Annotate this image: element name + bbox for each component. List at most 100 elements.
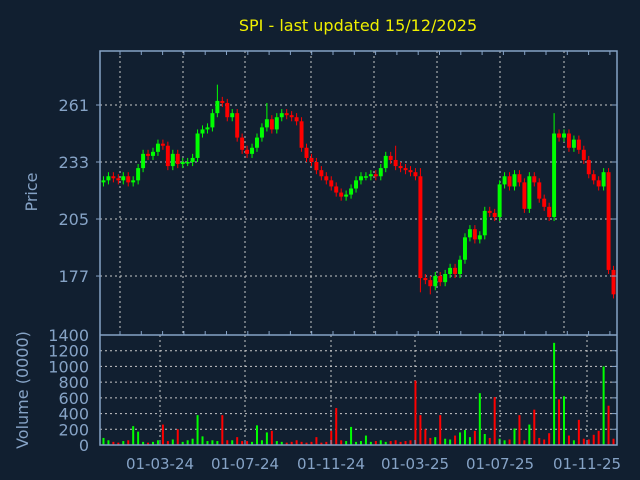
candle-body — [552, 133, 557, 217]
volume-bar — [325, 441, 328, 445]
volume-bar — [246, 441, 249, 445]
candle-body — [180, 162, 185, 165]
volume-bar — [300, 441, 303, 445]
candle-body — [111, 176, 116, 179]
candle-body — [443, 273, 448, 283]
volume-bar — [236, 437, 239, 445]
volume-bar — [107, 440, 110, 445]
volume-bar — [137, 431, 140, 445]
volume-bar — [340, 440, 343, 445]
price-tick-label: 261 — [58, 96, 89, 115]
volume-bar — [270, 430, 273, 445]
volume-bar — [488, 437, 491, 445]
volume-bar — [602, 366, 605, 445]
gridlines — [100, 51, 617, 445]
candle-body — [448, 267, 453, 274]
volume-bar — [216, 441, 219, 445]
volume-bar — [384, 441, 387, 445]
volume-bar — [265, 432, 268, 445]
volume-bar — [122, 441, 125, 445]
candle-body — [611, 269, 616, 295]
candle-body — [235, 113, 240, 138]
volume-bar — [211, 440, 214, 445]
volume-bar — [320, 442, 323, 445]
candle-body — [378, 168, 383, 177]
price-tick-label: 233 — [58, 153, 89, 172]
volume-bar — [439, 415, 442, 445]
candle-body — [101, 180, 106, 183]
candle-body — [438, 276, 443, 283]
volume-bar — [260, 440, 263, 445]
volume-bar — [567, 435, 570, 445]
volume-bar — [255, 425, 258, 445]
volume-bar — [181, 441, 184, 445]
candle-body — [314, 162, 319, 171]
volume-bar — [399, 441, 402, 445]
volume-bar — [127, 440, 130, 445]
volume-bar — [528, 424, 531, 445]
volume-bar — [449, 439, 452, 445]
candle-body — [373, 174, 378, 177]
candle-body — [453, 267, 458, 274]
candle-body — [205, 127, 210, 130]
volume-bar — [434, 437, 437, 445]
candle-body — [106, 176, 111, 181]
candle-body — [200, 129, 205, 134]
plot-frame — [99, 50, 618, 446]
candle-body — [423, 278, 428, 281]
candle-body — [393, 159, 398, 167]
candle-body — [566, 133, 571, 148]
volume-tick-label: 200 — [58, 420, 89, 439]
candle-body — [339, 192, 344, 197]
volume-bar — [221, 415, 224, 445]
volume-bar — [226, 440, 229, 445]
volume-bar — [444, 438, 447, 445]
candle-body — [512, 174, 517, 187]
candle-body — [175, 153, 180, 165]
candle-body — [507, 176, 512, 187]
date-tick-label: 01-07-25 — [466, 455, 534, 473]
candle-body — [349, 188, 354, 195]
candle-body — [562, 133, 566, 138]
price-candles — [101, 84, 616, 299]
candle-body — [220, 100, 225, 103]
candle-body — [121, 176, 126, 181]
volume-bar — [523, 440, 526, 445]
chart-title: SPI - last updated 15/12/2025 — [239, 16, 477, 35]
candle-body — [329, 180, 334, 187]
volume-bar — [251, 441, 254, 445]
volume-bar — [191, 438, 194, 445]
volume-bar — [374, 441, 377, 445]
candle-body — [462, 237, 467, 260]
candle-body — [299, 121, 304, 148]
volume-bar — [186, 440, 189, 445]
volume-bar — [612, 438, 615, 445]
candle-body — [284, 113, 289, 116]
volume-bar — [409, 440, 412, 445]
volume-axis-label: Volume (0000) — [13, 331, 32, 449]
volume-bar — [102, 437, 105, 445]
candle-body — [492, 212, 497, 217]
volume-bar — [285, 442, 288, 445]
candle-body — [185, 162, 190, 164]
candle-body — [606, 172, 611, 270]
volume-bar — [553, 342, 556, 445]
date-tick-label: 01-11-24 — [297, 455, 365, 473]
candle-body — [304, 147, 309, 158]
volume-bar — [513, 428, 516, 445]
volume-tick-label: 600 — [58, 389, 89, 408]
candle-body — [537, 182, 542, 199]
candle-body — [571, 139, 576, 148]
volume-bar — [558, 399, 561, 445]
volume-bar — [305, 442, 308, 445]
volume-bar — [592, 434, 595, 445]
candle-body — [472, 229, 477, 240]
candle-body — [398, 166, 403, 169]
candle-body — [259, 127, 264, 138]
candle-body — [230, 113, 235, 118]
volume-bar — [359, 441, 362, 445]
volume-bar — [518, 415, 521, 445]
